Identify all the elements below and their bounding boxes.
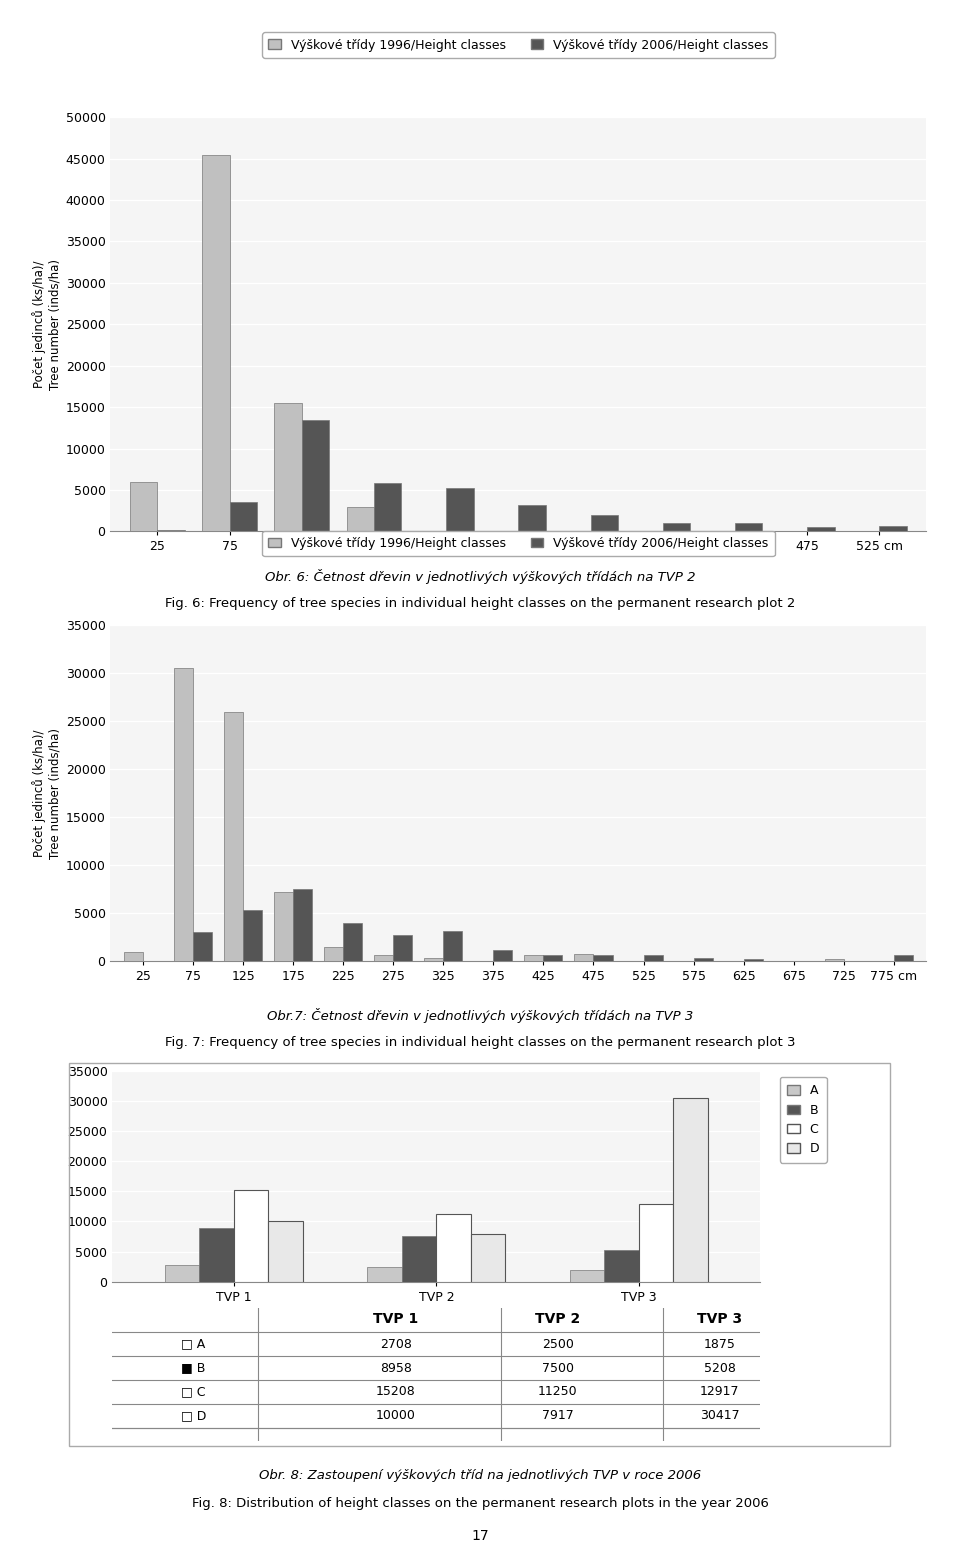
Text: Fig. 7: Frequency of tree species in individual height classes on the permanent : Fig. 7: Frequency of tree species in ind… bbox=[165, 1036, 795, 1049]
Bar bbox=[234, 1189, 268, 1282]
Bar bbox=[229, 502, 257, 531]
Bar bbox=[394, 935, 412, 961]
Bar bbox=[347, 506, 374, 531]
Text: Obr. 8: Zastoupení výškových tříd na jednotlivých TVP v roce 2006: Obr. 8: Zastoupení výškových tříd na jed… bbox=[259, 1469, 701, 1482]
Bar bbox=[518, 505, 546, 531]
Bar bbox=[436, 1214, 470, 1282]
Bar bbox=[807, 527, 834, 531]
Text: TVP 3: TVP 3 bbox=[697, 1311, 742, 1325]
Bar bbox=[293, 889, 312, 961]
Text: Fig. 6: Frequency of tree species in individual height classes on the permanent : Fig. 6: Frequency of tree species in ind… bbox=[165, 597, 795, 610]
Bar bbox=[424, 958, 444, 961]
Text: 2708: 2708 bbox=[380, 1338, 412, 1350]
Bar bbox=[570, 1271, 605, 1282]
Text: ■ B: ■ B bbox=[181, 1361, 205, 1374]
Text: 11250: 11250 bbox=[538, 1385, 578, 1399]
Legend: Výškové třídy 1996/Height classes, Výškové třídy 2006/Height classes: Výškové třídy 1996/Height classes, Výško… bbox=[262, 33, 775, 58]
Bar bbox=[574, 953, 593, 961]
Text: 10000: 10000 bbox=[376, 1410, 416, 1422]
Bar bbox=[402, 1236, 436, 1282]
Text: 5208: 5208 bbox=[704, 1361, 735, 1374]
Bar bbox=[446, 488, 473, 531]
Legend: A, B, C, D: A, B, C, D bbox=[780, 1077, 827, 1163]
Text: 1875: 1875 bbox=[704, 1338, 735, 1350]
Bar bbox=[203, 155, 229, 531]
Bar bbox=[444, 932, 463, 961]
Text: 7917: 7917 bbox=[542, 1410, 574, 1422]
Bar bbox=[374, 483, 401, 531]
Bar bbox=[543, 955, 563, 961]
Bar bbox=[643, 955, 662, 961]
Bar bbox=[493, 950, 513, 961]
Bar bbox=[275, 892, 293, 961]
Text: Obr.7: Četnost dřevin v jednotlivých výškových třídách na TVP 3: Obr.7: Četnost dřevin v jednotlivých výš… bbox=[267, 1008, 693, 1024]
Bar bbox=[593, 955, 612, 961]
Bar bbox=[638, 1204, 673, 1282]
Bar bbox=[524, 955, 543, 961]
Bar bbox=[174, 669, 193, 961]
Y-axis label: Počet jedinců (ks/ha)/
Tree number (inds/ha): Počet jedinců (ks/ha)/ Tree number (inds… bbox=[33, 259, 61, 389]
Bar bbox=[694, 958, 712, 961]
Bar bbox=[673, 1099, 708, 1282]
Bar bbox=[165, 1266, 200, 1282]
Text: 15208: 15208 bbox=[376, 1385, 416, 1399]
Bar bbox=[744, 958, 762, 961]
Bar bbox=[268, 1221, 302, 1282]
Bar bbox=[200, 1227, 234, 1282]
Bar bbox=[324, 947, 343, 961]
Bar bbox=[157, 530, 184, 531]
Legend: Výškové třídy 1996/Height classes, Výškové třídy 2006/Height classes: Výškové třídy 1996/Height classes, Výško… bbox=[262, 530, 775, 556]
Bar bbox=[470, 1233, 505, 1282]
Text: □ D: □ D bbox=[180, 1410, 206, 1422]
Bar bbox=[662, 524, 690, 531]
Bar bbox=[301, 419, 329, 531]
Bar bbox=[224, 711, 243, 961]
Text: Fig. 8: Distribution of height classes on the permanent research plots in the ye: Fig. 8: Distribution of height classes o… bbox=[192, 1497, 768, 1510]
Text: 12917: 12917 bbox=[700, 1385, 739, 1399]
Bar bbox=[605, 1250, 638, 1282]
Text: 30417: 30417 bbox=[700, 1410, 739, 1422]
Text: 8958: 8958 bbox=[380, 1361, 412, 1374]
Text: TVP 2: TVP 2 bbox=[535, 1311, 581, 1325]
Text: □ C: □ C bbox=[181, 1385, 205, 1399]
Bar bbox=[590, 514, 618, 531]
Bar bbox=[193, 933, 212, 961]
Text: 7500: 7500 bbox=[541, 1361, 574, 1374]
Bar bbox=[124, 952, 143, 961]
Text: Obr. 6: Četnost dřevin v jednotlivých výškových třídách na TVP 2: Obr. 6: Četnost dřevin v jednotlivých vý… bbox=[265, 569, 695, 585]
Bar bbox=[130, 481, 157, 531]
Bar bbox=[825, 960, 844, 961]
Bar bbox=[374, 955, 394, 961]
Bar bbox=[879, 525, 907, 531]
Bar bbox=[894, 955, 913, 961]
Bar bbox=[735, 524, 762, 531]
Y-axis label: Počet jedinců (ks/ha)/
Tree number (inds/ha): Počet jedinců (ks/ha)/ Tree number (inds… bbox=[33, 728, 61, 858]
Bar bbox=[343, 922, 362, 961]
Bar bbox=[368, 1266, 402, 1282]
Text: □ A: □ A bbox=[181, 1338, 205, 1350]
Bar bbox=[275, 403, 301, 531]
Bar bbox=[243, 910, 262, 961]
Text: 17: 17 bbox=[471, 1529, 489, 1543]
Text: TVP 1: TVP 1 bbox=[373, 1311, 419, 1325]
Text: 2500: 2500 bbox=[541, 1338, 574, 1350]
